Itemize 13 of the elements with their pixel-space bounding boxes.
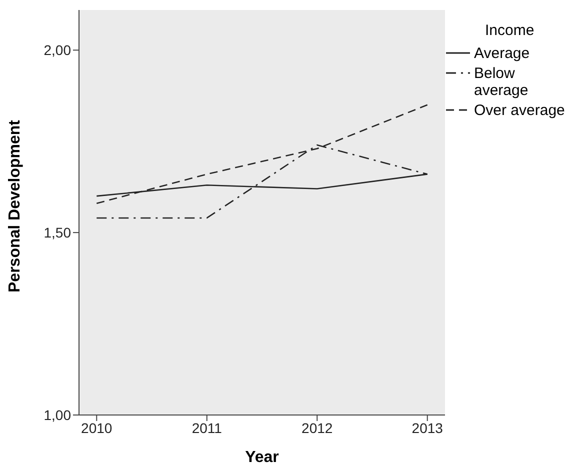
- x-tick-label: 2012: [302, 420, 333, 436]
- x-axis-title: Year: [245, 449, 279, 466]
- y-tick-label: 1,00: [44, 406, 72, 423]
- legend-label: Below average: [474, 65, 530, 99]
- legend-title: Income: [484, 22, 536, 39]
- legend-label: Average: [474, 45, 531, 62]
- y-tick-label: 1,50: [44, 224, 72, 241]
- y-tick-label: 2,00: [44, 42, 72, 58]
- x-tick-label: 2013: [412, 420, 444, 436]
- y-axis-title: Personal Development: [6, 119, 24, 292]
- x-tick-label: 2011: [192, 420, 222, 436]
- legend-label: Over average: [474, 102, 566, 119]
- x-tick-label: 2010: [81, 420, 112, 436]
